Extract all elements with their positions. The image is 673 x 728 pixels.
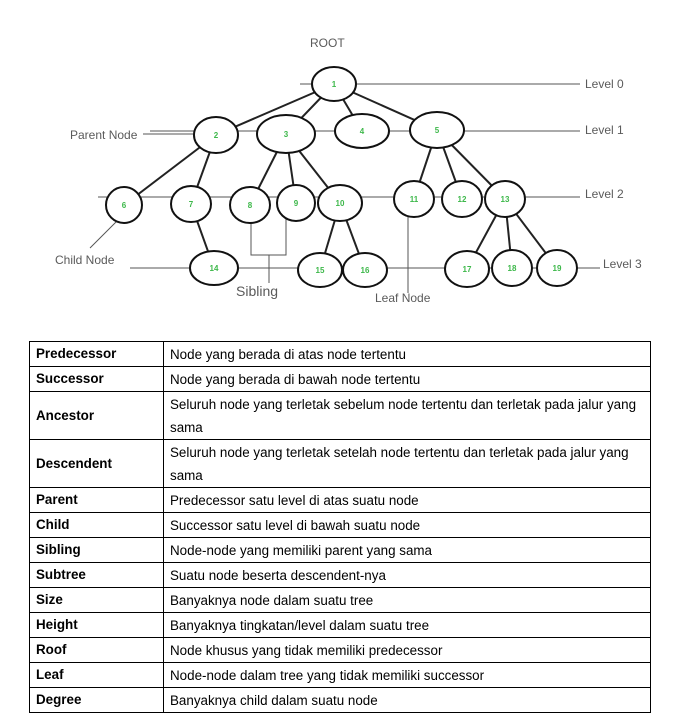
svg-text:14: 14 [210, 264, 219, 273]
level-3-label: Level 3 [603, 257, 642, 271]
svg-text:13: 13 [501, 195, 510, 204]
tree-edges [123, 83, 558, 271]
svg-text:12: 12 [458, 195, 467, 204]
tree-diagram: 1 2 3 4 5 6 7 8 9 10 11 12 13 14 15 16 1… [55, 36, 642, 305]
term-cell: Subtree [29, 562, 164, 588]
child-node-label: Child Node [55, 253, 115, 267]
level-2-label: Level 2 [585, 187, 624, 201]
definition-cell: Node yang berada di bawah node tertentu [163, 366, 651, 392]
tree-node: 11 [393, 180, 435, 218]
definition-cell: Banyaknya tingkatan/level dalam suatu tr… [163, 612, 651, 638]
term-cell: Height [29, 612, 164, 638]
svg-text:3: 3 [284, 130, 289, 139]
tree-node: 15 [297, 252, 343, 288]
definition-cell: Node-node yang memiliki parent yang sama [163, 537, 651, 563]
sibling-label: Sibling [236, 283, 278, 299]
terms-table-body: Predecessor Node yang berada di atas node… [29, 341, 651, 713]
terms-table: Predecessor Node yang berada di atas node… [29, 341, 651, 713]
svg-text:4: 4 [360, 127, 365, 136]
svg-text:10: 10 [336, 199, 345, 208]
table-row: Predecessor Node yang berada di atas node… [29, 341, 651, 367]
svg-text:11: 11 [410, 195, 419, 204]
table-row: Roof Node khusus yang tidak memiliki pred… [29, 637, 651, 663]
definition-cell: Successor satu level di bawah suatu node [163, 512, 651, 538]
definition-cell: Node-node dalam tree yang tidak memiliki… [163, 662, 651, 688]
tree-node: 1 [311, 66, 357, 102]
term-cell: Leaf [29, 662, 164, 688]
parent-node-label: Parent Node [70, 128, 138, 142]
term-cell: Ancestor [29, 391, 164, 440]
tree-node: 3 [256, 114, 316, 154]
tree-node: 8 [229, 186, 271, 224]
svg-text:5: 5 [435, 126, 440, 135]
tree-node: 10 [317, 184, 363, 222]
svg-text:18: 18 [508, 264, 517, 273]
tree-node: 14 [189, 250, 239, 286]
table-row: Parent Predecessor satu level di atas sua… [29, 487, 651, 513]
term-cell: Successor [29, 366, 164, 392]
tree-node: 5 [409, 111, 465, 149]
definition-cell: Suatu node beserta descendent-nya [163, 562, 651, 588]
table-row: Degree Banyaknya child dalam suatu node [29, 687, 651, 713]
table-row: Subtree Suatu node beserta descendent-nya [29, 562, 651, 588]
tree-node: 17 [444, 250, 490, 288]
tree-node: 16 [342, 252, 388, 288]
tree-node: 9 [276, 184, 316, 222]
table-row: Size Banyaknya node dalam suatu tree [29, 587, 651, 613]
table-row: Sibling Node-node yang memiliki parent ya… [29, 537, 651, 563]
table-row: Leaf Node-node dalam tree yang tidak memi… [29, 662, 651, 688]
table-row: Ancestor Seluruh node yang terletak sebel… [29, 391, 651, 440]
svg-text:1: 1 [332, 80, 337, 89]
term-cell: Sibling [29, 537, 164, 563]
svg-text:19: 19 [553, 264, 562, 273]
svg-text:8: 8 [248, 201, 253, 210]
tree-node: 4 [334, 113, 390, 149]
definition-cell: Seluruh node yang terletak sebelum node … [163, 391, 651, 440]
level-0-label: Level 0 [585, 77, 624, 91]
definition-cell: Predecessor satu level di atas suatu nod… [163, 487, 651, 513]
term-cell: Descendent [29, 439, 164, 488]
tree-node: 19 [536, 249, 578, 287]
tree-node: 12 [441, 180, 483, 218]
tree-node: 13 [484, 180, 526, 218]
definition-cell: Seluruh node yang terletak setelah node … [163, 439, 651, 488]
level-1-label: Level 1 [585, 123, 624, 137]
term-cell: Child [29, 512, 164, 538]
term-cell: Roof [29, 637, 164, 663]
term-cell: Degree [29, 687, 164, 713]
sibling-bracket [250, 218, 287, 256]
svg-text:2: 2 [214, 131, 219, 140]
definition-cell: Banyaknya child dalam suatu node [163, 687, 651, 713]
definition-cell: Banyaknya node dalam suatu tree [163, 587, 651, 613]
tree-node: 7 [170, 185, 212, 223]
svg-text:9: 9 [294, 199, 299, 208]
term-cell: Parent [29, 487, 164, 513]
table-row: Successor Node yang berada di bawah node … [29, 366, 651, 392]
svg-text:17: 17 [463, 265, 472, 274]
svg-text:6: 6 [122, 201, 127, 210]
term-cell: Size [29, 587, 164, 613]
svg-text:16: 16 [361, 266, 370, 275]
table-row: Height Banyaknya tingkatan/level dalam su… [29, 612, 651, 638]
table-row: Child Successor satu level di bawah suatu… [29, 512, 651, 538]
svg-text:7: 7 [189, 200, 194, 209]
definition-cell: Node yang berada di atas node tertentu [163, 341, 651, 367]
leaf-node-label: Leaf Node [375, 291, 431, 305]
child-node-pointer [89, 221, 117, 249]
tree-node: 6 [105, 186, 143, 224]
svg-text:15: 15 [316, 266, 325, 275]
term-cell: Predecessor [29, 341, 164, 367]
tree-node: 18 [491, 249, 533, 287]
root-label: ROOT [310, 36, 345, 50]
definition-cell: Node khusus yang tidak memiliki predeces… [163, 637, 651, 663]
table-row: Descendent Seluruh node yang terletak set… [29, 439, 651, 488]
tree-node: 2 [193, 116, 239, 154]
